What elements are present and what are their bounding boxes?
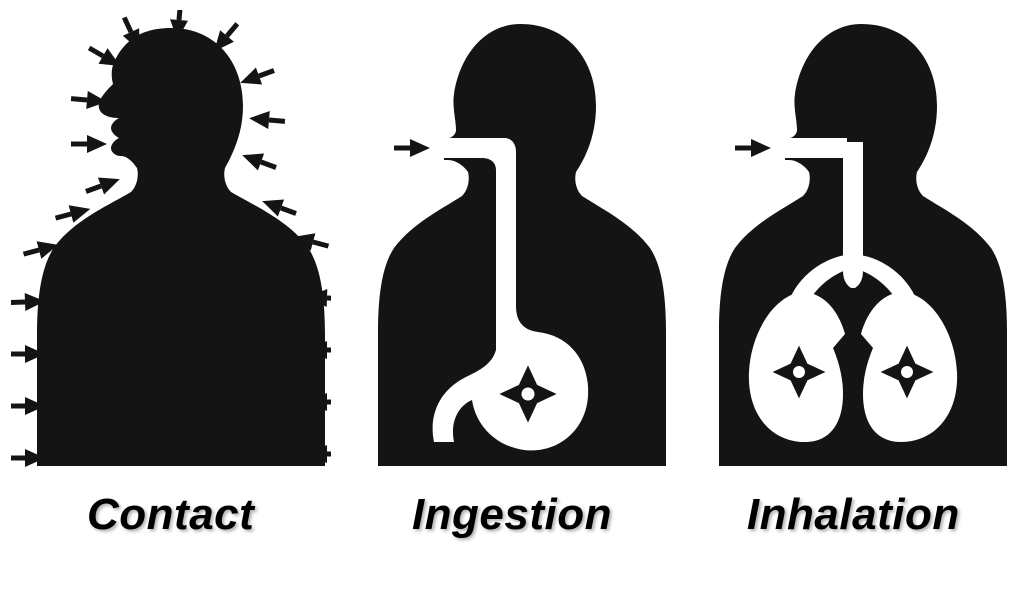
exposure-routes-infographic: Contact Ingestion (0, 0, 1024, 540)
inhalation-figure (693, 10, 1013, 480)
caption-contact: Contact (87, 490, 254, 540)
contact-figure (11, 10, 331, 480)
panel-contact: Contact (11, 10, 331, 540)
ingestion-figure (352, 10, 672, 480)
caption-ingestion: Ingestion (412, 490, 612, 540)
panel-inhalation: Inhalation (693, 10, 1013, 540)
panel-ingestion: Ingestion (352, 10, 672, 540)
caption-inhalation: Inhalation (747, 490, 960, 540)
